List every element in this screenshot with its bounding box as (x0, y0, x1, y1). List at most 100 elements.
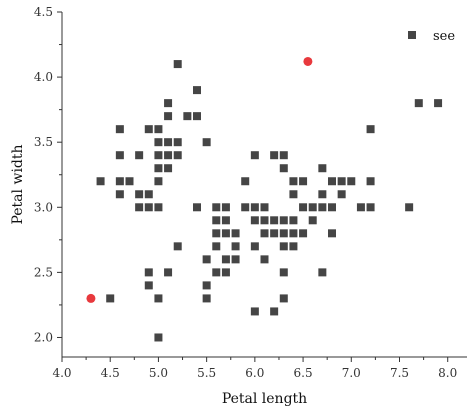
legend-marker-see (408, 31, 416, 39)
scatter-point-square (174, 60, 182, 68)
scatter-point-square (174, 138, 182, 146)
scatter-point-square (251, 307, 259, 315)
scatter-point-circle (303, 57, 312, 66)
scatter-point-square (280, 151, 288, 159)
scatter-point-square (338, 190, 346, 198)
scatter-point-square (270, 216, 278, 224)
x-tick-label: 8.0 (438, 366, 457, 380)
scatter-point-square (261, 229, 269, 237)
legend-label-see: see (433, 29, 455, 44)
scatter-point-square (154, 333, 162, 341)
scatter-point-square (241, 177, 249, 185)
scatter-point-square (280, 242, 288, 250)
scatter-point-square (309, 216, 317, 224)
scatter-point-square (154, 294, 162, 302)
y-tick-label: 3.0 (34, 200, 53, 214)
scatter-point-square (289, 242, 297, 250)
scatter-point-square (328, 177, 336, 185)
scatter-point-square (183, 112, 191, 120)
scatter-point-square (212, 203, 220, 211)
scatter-point-square (289, 216, 297, 224)
scatter-point-square (203, 294, 211, 302)
scatter-point-square (222, 255, 230, 263)
scatter-point-square (241, 203, 249, 211)
scatter-point-square (280, 294, 288, 302)
scatter-point-square (299, 177, 307, 185)
scatter-point-square (203, 255, 211, 263)
scatter-point-square (193, 203, 201, 211)
scatter-point-square (145, 268, 153, 276)
scatter-point-square (154, 203, 162, 211)
x-tick-label: 4.5 (101, 366, 120, 380)
y-tick-label: 4.5 (34, 5, 53, 19)
scatter-point-square (270, 229, 278, 237)
ticks: 4.0 4.5 5.0 5.5 6.0 6.5 7.0 7.5 8.0 2.0 2.5 3.0 3.5 4… (34, 5, 457, 380)
scatter-point-square (212, 242, 220, 250)
scatter-point-square (135, 151, 143, 159)
y-tick-label: 2.0 (34, 330, 53, 344)
scatter-point-square (261, 255, 269, 263)
scatter-point-square (193, 86, 201, 94)
scatter-point-square (270, 151, 278, 159)
scatter-point-square (280, 268, 288, 276)
scatter-point-square (280, 229, 288, 237)
x-tick-label: 6.0 (245, 366, 264, 380)
scatter-point-square (135, 203, 143, 211)
scatter-point-square (415, 99, 423, 107)
scatter-point-square (367, 203, 375, 211)
scatter-point-square (222, 268, 230, 276)
scatter-point-square (212, 268, 220, 276)
scatter-point-square (261, 216, 269, 224)
scatter-point-square (145, 203, 153, 211)
scatter-point-square (318, 190, 326, 198)
scatter-point-square (251, 216, 259, 224)
scatter-point-square (164, 268, 172, 276)
scatter-point-square (328, 229, 336, 237)
scatter-point-square (434, 99, 442, 107)
scatter-point-square (251, 151, 259, 159)
x-tick-label: 6.5 (294, 366, 313, 380)
scatter-point-square (135, 190, 143, 198)
scatter-point-square (270, 307, 278, 315)
scatter-point-square (154, 164, 162, 172)
scatter-point-square (405, 203, 413, 211)
scatter-point-square (164, 99, 172, 107)
scatter-point-square (174, 242, 182, 250)
x-axis-title: Petal length (222, 391, 307, 407)
scatter-point-square (203, 281, 211, 289)
scatter-point-square (164, 112, 172, 120)
x-tick-label: 4.0 (52, 366, 71, 380)
scatter-point-square (318, 164, 326, 172)
scatter-point-square (367, 177, 375, 185)
scatter-point-square (280, 164, 288, 172)
scatter-point-square (318, 268, 326, 276)
scatter-point-square (116, 151, 124, 159)
scatter-point-square (145, 125, 153, 133)
scatter-point-square (164, 151, 172, 159)
scatter-point-square (261, 203, 269, 211)
scatter-point-square (154, 151, 162, 159)
scatter-point-square (145, 281, 153, 289)
scatter-point-square (289, 177, 297, 185)
x-tick-label: 7.0 (342, 366, 361, 380)
scatter-point-square (154, 177, 162, 185)
scatter-point-square (164, 164, 172, 172)
scatter-point-square (222, 216, 230, 224)
scatter-point-square (116, 177, 124, 185)
y-tick-label: 3.5 (34, 135, 53, 149)
x-tick-label: 7.5 (390, 366, 409, 380)
scatter-point-square (299, 229, 307, 237)
scatter-point-square (367, 125, 375, 133)
legend: see (408, 29, 455, 44)
scatter-point-square (232, 242, 240, 250)
scatter-point-square (203, 138, 211, 146)
scatter-point-square (280, 216, 288, 224)
scatter-point-square (222, 203, 230, 211)
scatter-point-square (251, 203, 259, 211)
y-tick-label: 4.0 (34, 70, 53, 84)
scatter-point-square (232, 229, 240, 237)
scatter-point-square (154, 125, 162, 133)
scatter-point-square (212, 216, 220, 224)
scatter-point-square (212, 229, 220, 237)
